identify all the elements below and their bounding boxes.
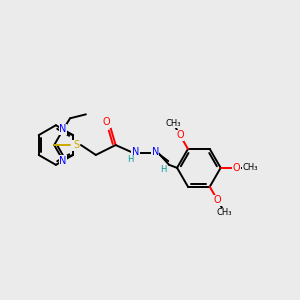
Text: H: H (127, 155, 134, 164)
Text: N: N (59, 124, 67, 134)
Text: CH₃: CH₃ (243, 163, 258, 172)
Text: N: N (59, 156, 67, 166)
Text: O: O (233, 163, 240, 173)
Text: N: N (132, 147, 139, 157)
Text: H: H (160, 165, 166, 174)
Text: O: O (176, 130, 184, 140)
Text: O: O (214, 195, 221, 206)
Text: O: O (103, 117, 110, 127)
Text: S: S (73, 140, 79, 150)
Text: CH₃: CH₃ (217, 208, 233, 217)
Text: N: N (152, 147, 159, 157)
Text: CH₃: CH₃ (165, 119, 181, 128)
